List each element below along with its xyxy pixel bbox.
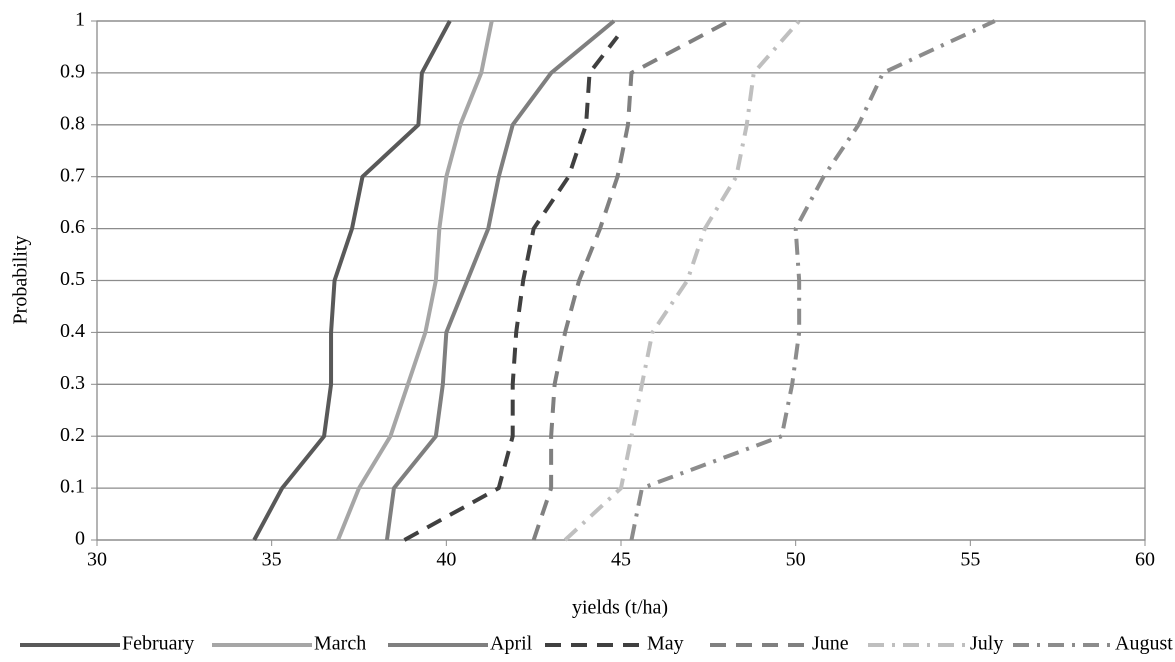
y-tick-label: 0.9	[60, 60, 85, 82]
y-tick-label: 0.7	[60, 164, 85, 186]
series-line	[384, 19, 616, 541]
x-tick-label: 40	[436, 549, 456, 571]
x-tick-label: 45	[611, 549, 631, 571]
x-axis-title: yields (t/ha)	[572, 597, 668, 619]
x-tick-label: 55	[960, 549, 980, 571]
series-line	[403, 35, 620, 542]
y-tick-label: 0.6	[60, 216, 85, 238]
legend-label: June	[812, 633, 849, 655]
legend-label: August	[1115, 633, 1173, 655]
y-tick-label: 0.4	[60, 320, 85, 342]
x-tick-label: 50	[786, 549, 806, 571]
series-line	[531, 19, 731, 541]
legend-label: April	[490, 633, 533, 655]
y-tick-label: 0.2	[60, 424, 85, 446]
legend-label: May	[647, 633, 684, 655]
legend-label: February	[122, 633, 194, 655]
y-tick-label: 0.3	[60, 372, 85, 394]
series-line	[629, 19, 996, 541]
legend-label: March	[314, 633, 366, 655]
y-tick-label: 0.5	[60, 268, 85, 290]
series-line	[563, 19, 801, 542]
y-tick-label: 0.8	[60, 112, 85, 134]
y-tick-label: 0.1	[60, 476, 85, 498]
x-tick-label: 60	[1135, 549, 1155, 571]
plot-frame	[96, 20, 1146, 541]
y-tick-label: 0	[75, 528, 85, 550]
series-line	[336, 20, 494, 541]
legend-label: July	[970, 633, 1003, 655]
x-tick-label: 30	[87, 549, 107, 571]
y-axis-title: Probability	[10, 236, 32, 325]
x-tick-label: 35	[262, 549, 282, 571]
series-line	[252, 20, 452, 541]
y-tick-label: 1	[75, 9, 85, 31]
